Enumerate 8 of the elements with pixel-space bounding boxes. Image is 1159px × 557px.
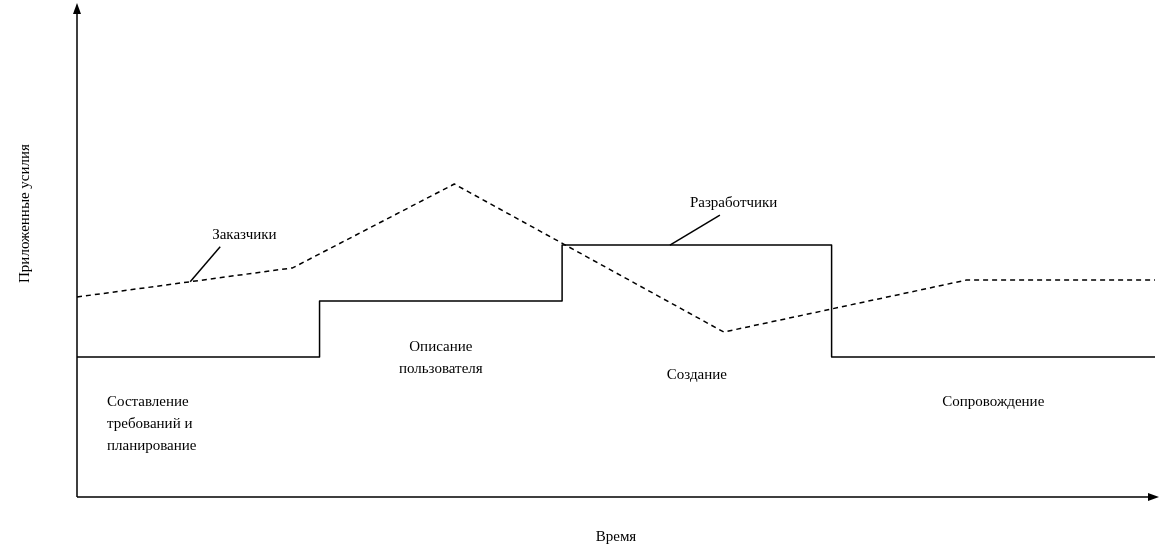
x-axis-title: Время <box>595 528 637 545</box>
annotation: Сопровождение <box>942 393 1045 410</box>
annotation: Описание пользователя <box>398 338 483 377</box>
series-label: Заказчики <box>212 226 277 243</box>
annotation: Создание <box>666 366 728 383</box>
text: Разработчики <box>689 194 778 211</box>
annotation: Составление требований и планирование <box>107 393 197 454</box>
y-axis-title: Приложенные усилия <box>16 143 33 283</box>
